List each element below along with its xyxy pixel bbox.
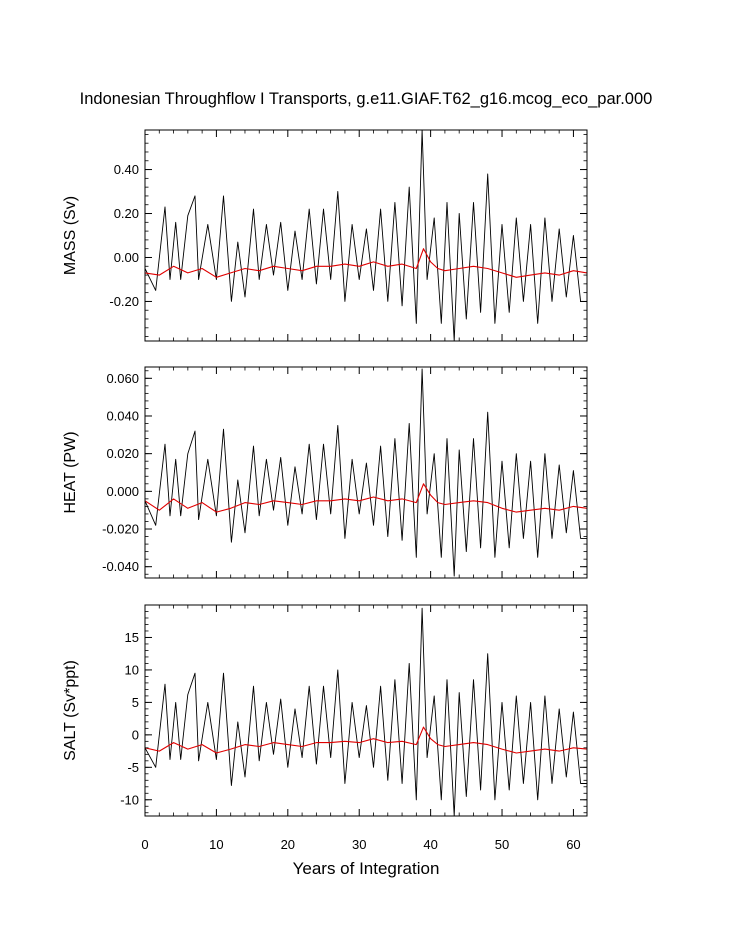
mass-ytick-label: -0.20	[109, 294, 139, 309]
panels: -0.20 0.00 0.20 0.40 MASS (Sv) -0.040 -0.020 0.…	[62, 129, 588, 852]
salt-ytick-label: 15	[125, 630, 139, 645]
x-tick-label: 10	[209, 837, 223, 852]
heat-ytick-label: -0.040	[102, 559, 139, 574]
salt-ytick-label: -5	[127, 760, 139, 775]
x-tick-label: 30	[352, 837, 366, 852]
x-tick-label: 50	[495, 837, 509, 852]
heat-series-annual	[144, 483, 588, 513]
salt-ytick-label: 5	[132, 695, 139, 710]
panel-mass: -0.20 0.00 0.20 0.40 MASS (Sv)	[62, 129, 588, 342]
salt-ytick-label: 10	[125, 662, 139, 677]
mass-series-annual	[144, 248, 588, 278]
mass-ytick-label: 0.40	[114, 162, 139, 177]
x-tick-label: 20	[281, 837, 295, 852]
panel-salt: -10 -5 0 5 10 15 0 10 20 30 40 50 60 SALT (Sv*ppt)	[62, 604, 588, 852]
heat-ytick-label: 0.020	[106, 446, 139, 461]
mass-plot-frame	[144, 129, 588, 342]
mass-y-axis-label: MASS (Sv)	[62, 196, 79, 275]
figure-title: Indonesian Throughflow I Transports, g.e…	[80, 90, 653, 108]
heat-ytick-label: -0.020	[102, 522, 139, 537]
salt-series-monthly	[144, 607, 587, 817]
mass-ytick-label: 0.20	[114, 206, 139, 221]
heat-ytick-label: 0.000	[106, 484, 139, 499]
salt-ytick-label: 0	[132, 727, 139, 742]
heat-plot-frame	[144, 366, 588, 579]
mass-series-monthly	[144, 129, 587, 342]
salt-plot-frame	[144, 604, 588, 817]
heat-series-monthly	[144, 368, 587, 577]
panel-heat: -0.040 -0.020 0.000 0.020 0.040 0.060 HEAT (PW…	[62, 366, 588, 579]
salt-ytick-label: -10	[120, 792, 139, 807]
x-axis-label: Years of Integration	[293, 859, 440, 878]
salt-y-axis-label: SALT (Sv*ppt)	[62, 660, 79, 761]
heat-y-axis-label: HEAT (PW)	[62, 431, 79, 513]
heat-ytick-label: 0.060	[106, 371, 139, 386]
heat-ytick-label: 0.040	[106, 408, 139, 423]
x-tick-label: 60	[566, 837, 580, 852]
salt-series-annual	[144, 726, 588, 754]
x-tick-label: 0	[141, 837, 148, 852]
x-tick-label: 40	[423, 837, 437, 852]
mass-ytick-label: 0.00	[114, 250, 139, 265]
